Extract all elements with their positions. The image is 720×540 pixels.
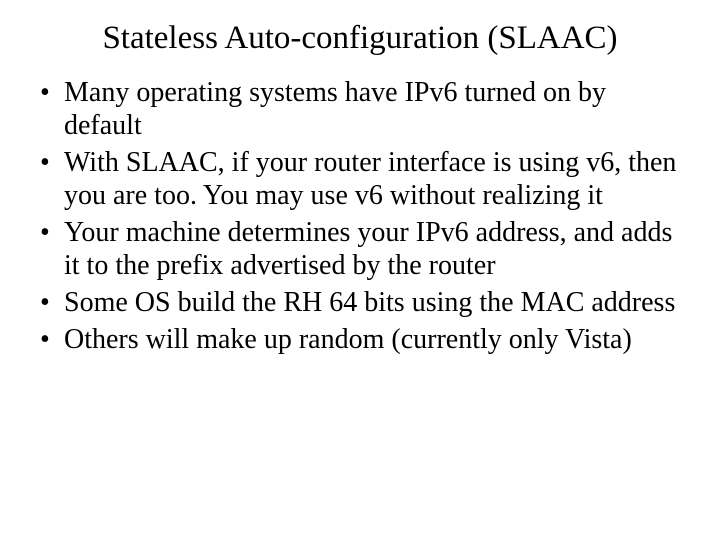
bullet-item: Many operating systems have IPv6 turned …	[36, 76, 684, 142]
bullet-text: Many operating systems have IPv6 turned …	[64, 77, 606, 141]
bullet-text: Some OS build the RH 64 bits using the M…	[64, 287, 675, 318]
bullet-item: Others will make up random (currently on…	[36, 323, 684, 356]
bullet-item: With SLAAC, if your router interface is …	[36, 146, 684, 212]
slide-title: Stateless Auto-configuration (SLAAC)	[36, 20, 684, 58]
slide: Stateless Auto-configuration (SLAAC) Man…	[0, 0, 720, 540]
bullet-text: Others will make up random (currently on…	[64, 324, 632, 355]
bullet-text: With SLAAC, if your router interface is …	[64, 147, 676, 211]
bullet-item: Some OS build the RH 64 bits using the M…	[36, 286, 684, 319]
bullet-item: Your machine determines your IPv6 addres…	[36, 216, 684, 282]
bullet-list: Many operating systems have IPv6 turned …	[36, 76, 684, 356]
bullet-text: Your machine determines your IPv6 addres…	[64, 217, 672, 281]
